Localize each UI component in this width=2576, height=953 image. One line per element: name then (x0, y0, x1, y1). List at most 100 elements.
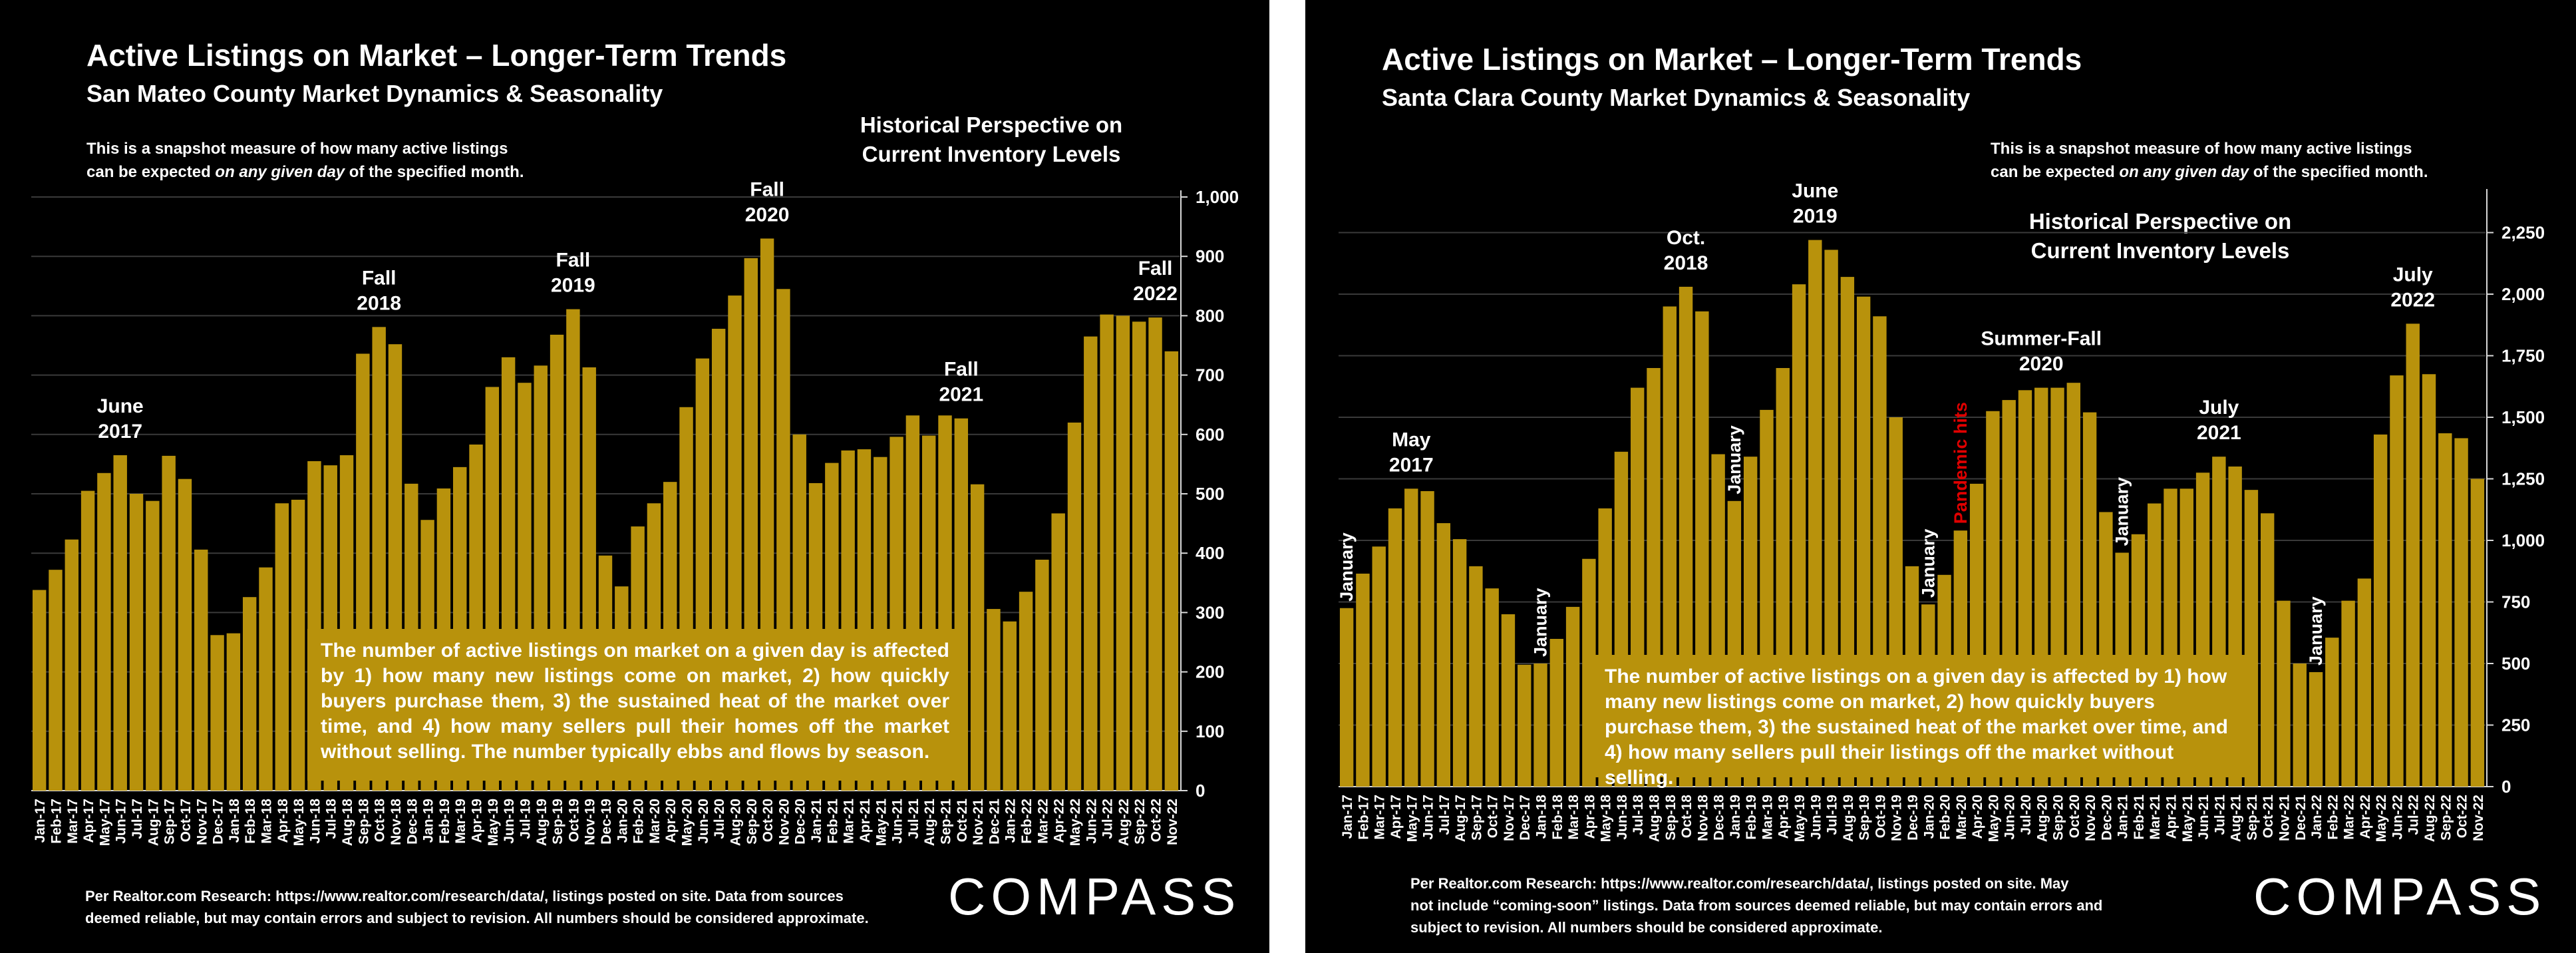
bar (1356, 573, 1370, 787)
bar (1116, 315, 1130, 791)
x-tick-label: Jul-17 (1437, 795, 1452, 835)
x-tick-label: Aug-21 (2229, 795, 2244, 842)
right-footer-line2: not include “coming-soon” listings. Data… (1410, 897, 2103, 914)
bar (49, 570, 63, 791)
bar (1420, 491, 1434, 787)
x-tick-label: Jun-17 (114, 799, 129, 844)
x-tick-label: Jul-18 (324, 799, 339, 839)
x-tick-label: Nov-21 (971, 799, 986, 845)
bar (2309, 671, 2323, 787)
x-tick-label: Dec-20 (2099, 795, 2114, 841)
x-tick-label: Sep-20 (744, 799, 760, 845)
y-tick-label: 600 (1196, 425, 1224, 445)
bar (1003, 621, 1017, 791)
x-tick-label: Jun-22 (2390, 795, 2405, 840)
x-tick-label: Aug-21 (922, 799, 937, 846)
left-note-line1: This is a snapshot measure of how many a… (86, 140, 508, 158)
x-tick-label: Aug-22 (1116, 799, 1132, 846)
left-explanation-box: The number of active listings on market … (307, 629, 963, 781)
x-tick-label: Apr-20 (1970, 795, 1985, 839)
x-tick-label: May-18 (291, 799, 307, 847)
x-tick-label: Feb-17 (49, 799, 64, 844)
bar (291, 499, 305, 791)
x-tick-label: Sep-18 (1663, 795, 1679, 841)
x-tick-label: Jan-21 (2116, 795, 2131, 839)
x-tick-label: Mar-22 (1035, 799, 1050, 844)
x-tick-label: Apr-18 (1582, 795, 1597, 839)
peak-annotation: 2017 (1389, 454, 1434, 476)
x-tick-label: Oct-22 (1149, 799, 1164, 842)
x-tick-label: May-22 (2374, 795, 2389, 842)
x-tick-label: Feb-18 (243, 799, 258, 844)
x-tick-label: Jun-20 (696, 799, 711, 844)
right-note-line1: This is a snapshot measure of how many a… (1991, 140, 2412, 158)
bar (2293, 664, 2307, 787)
peak-annotation: 2019 (551, 275, 595, 297)
right-note-line2: can be expected on any given day of the … (1991, 163, 2428, 181)
x-tick-label: May-20 (1986, 795, 2001, 842)
x-tick-label: Jun-17 (1421, 795, 1436, 840)
peak-annotation: 2020 (2019, 353, 2064, 375)
x-tick-label: Dec-18 (404, 799, 420, 845)
bar (1436, 523, 1451, 787)
peak-annotation: Fall (362, 267, 397, 289)
x-tick-label: Jul-20 (712, 799, 727, 839)
peak-annotation: May (1392, 429, 1431, 451)
x-tick-label: Oct-18 (1679, 795, 1694, 839)
peak-annotation: Fall (556, 250, 591, 272)
x-tick-label: Mar-21 (842, 799, 857, 844)
x-tick-label: Mar-18 (1566, 795, 1581, 840)
x-tick-label: May-21 (2180, 795, 2195, 843)
x-tick-label: Feb-22 (2325, 795, 2340, 840)
bar (162, 455, 176, 791)
left-title: Active Listings on Market – Longer-Term … (86, 38, 787, 73)
x-tick-label: Nov-20 (2083, 795, 2098, 841)
bar (259, 567, 273, 791)
x-tick-label: Aug-19 (1841, 795, 1856, 842)
bar (1067, 422, 1082, 791)
bar (1452, 539, 1467, 787)
x-tick-label: Apr-21 (2164, 795, 2179, 839)
x-tick-label: Dec-17 (1518, 795, 1533, 841)
x-tick-label: Jan-17 (1340, 795, 1355, 839)
bar (2422, 374, 2436, 787)
left-subtitle: San Mateo County Market Dynamics & Seaso… (86, 80, 663, 107)
y-tick-label: 700 (1196, 365, 1224, 385)
x-tick-label: Dec-20 (793, 799, 808, 845)
bar (1084, 336, 1098, 791)
bar (2454, 438, 2468, 787)
bar (2438, 433, 2452, 787)
right-note: This is a snapshot measure of how many a… (1991, 137, 2428, 184)
x-tick-label: Apr-20 (663, 799, 679, 843)
x-tick-label: Jun-22 (1084, 799, 1099, 844)
x-tick-label: Nov-17 (194, 799, 210, 845)
x-tick-label: Apr-18 (275, 799, 291, 843)
bar (80, 490, 95, 791)
x-tick-label: Oct-17 (178, 799, 194, 842)
y-tick-label: 2,000 (2501, 284, 2545, 304)
x-tick-label: Nov-21 (2277, 795, 2292, 841)
x-tick-label: May-20 (680, 799, 695, 846)
y-tick-label: 2,250 (2501, 223, 2545, 243)
x-tick-label: Jan-20 (615, 799, 630, 843)
bar (210, 635, 224, 791)
x-tick-label: Jan-22 (1003, 799, 1019, 843)
x-tick-label: Oct-17 (1486, 795, 1501, 838)
bar (1549, 639, 1564, 787)
bar (1404, 488, 1418, 787)
peak-annotation: July (2199, 397, 2239, 419)
peak-annotation: Fall (944, 359, 979, 381)
x-tick-label: Jun-19 (502, 799, 517, 844)
x-tick-label: May-21 (874, 799, 889, 847)
x-tick-label: Mar-20 (647, 799, 663, 844)
left-note-line2: can be expected on any given day of the … (86, 163, 524, 181)
x-tick-label: Jun-21 (2196, 795, 2211, 840)
x-tick-label: Feb-17 (1356, 795, 1371, 840)
x-tick-label: Oct-21 (2261, 795, 2276, 839)
january-annotation: January (2112, 477, 2132, 546)
pandemic-annotation: Pandemic hits (1951, 402, 1971, 524)
bar (1019, 592, 1033, 791)
x-tick-label: Mar-21 (2148, 795, 2163, 840)
y-tick-label: 1,750 (2501, 346, 2545, 366)
left-slide: Active Listings on Market – Longer-Term … (0, 0, 1269, 953)
